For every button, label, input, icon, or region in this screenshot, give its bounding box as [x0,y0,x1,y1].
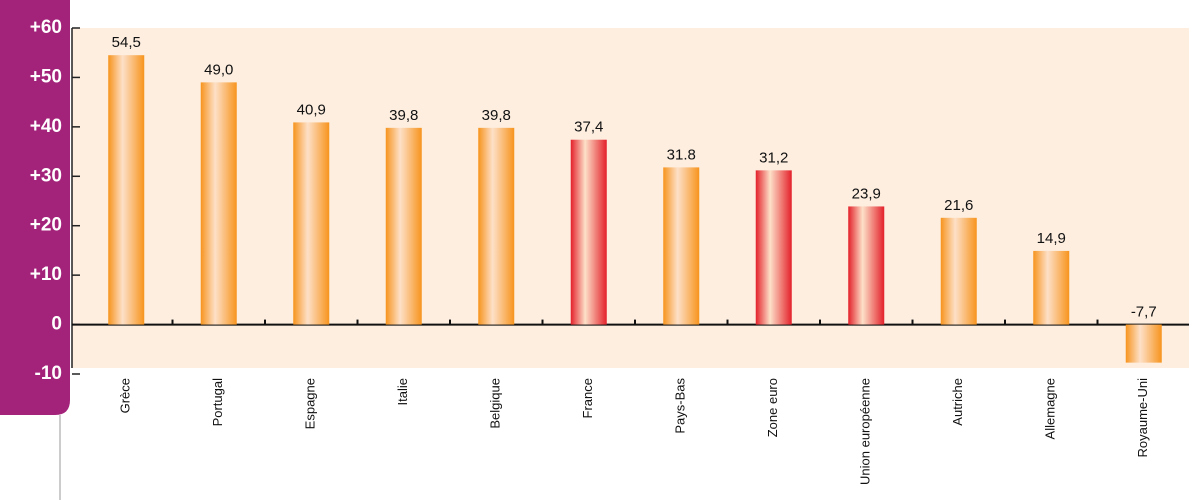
value-label: 49,0 [204,61,233,78]
x-tick-label: Italie [395,378,410,405]
x-tick-label: France [580,378,595,418]
bar [293,122,330,325]
value-label: 21,6 [944,197,973,214]
y-tick-label: +10 [30,264,62,285]
bar [478,127,515,325]
bar [1125,324,1162,363]
value-label: 23,9 [852,185,881,202]
value-label: 31.8 [667,146,696,163]
bar [385,127,422,325]
bar [848,206,885,325]
y-tick-label: +60 [30,17,62,38]
y-tick-label: +30 [30,165,62,186]
x-tick-label: Espagne [303,378,318,429]
value-label: 14,9 [1037,230,1066,247]
x-tick-label: Union européenne [858,378,873,485]
value-label: 40,9 [297,101,326,118]
x-tick-label: Portugal [210,378,225,427]
value-label: 39,8 [389,107,418,124]
x-tick-label: Royaume-Uni [1135,378,1150,458]
plot-background [72,28,1189,368]
bar [755,170,792,325]
bar [1033,250,1070,325]
x-tick-label: Autriche [950,378,965,426]
x-tick-label: Belgique [488,378,503,429]
x-tick-label: Zone euro [765,378,780,437]
bar [570,139,607,325]
x-tick-label: Pays-Bas [673,378,688,434]
value-label: 54,5 [112,34,141,51]
value-label: 31,2 [759,149,788,166]
value-label: 37,4 [574,119,603,136]
bar [108,55,145,325]
value-label: 39,8 [482,107,511,124]
bar [940,217,977,325]
y-tick-label: +20 [30,215,62,236]
bar [663,167,700,325]
y-tick-label: -10 [35,363,62,384]
value-label: -7,7 [1131,304,1157,321]
y-tick-label: 0 [51,314,62,335]
x-tick-label: Allemagne [1043,378,1058,439]
axis-band [0,0,70,415]
x-tick-label: Grèce [118,378,133,413]
bar [200,82,237,325]
y-tick-label: +50 [30,66,62,87]
y-tick-label: +40 [30,116,62,137]
